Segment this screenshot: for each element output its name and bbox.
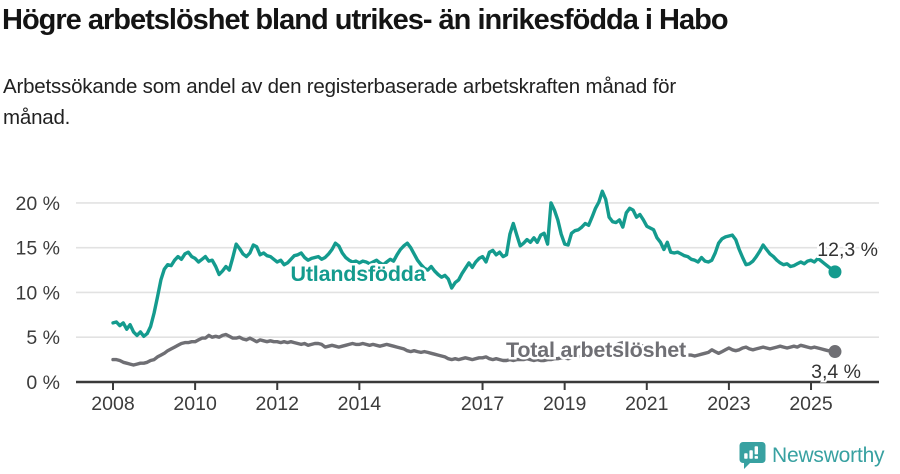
newsworthy-logo: Newsworthy (739, 441, 885, 470)
x-tick-label: 2012 (256, 393, 299, 415)
newsworthy-logo-icon (739, 442, 766, 469)
y-tick-label: 20 % (16, 193, 60, 215)
x-tick-label: 2023 (707, 393, 750, 415)
chart-subtitle-line1: Arbetssökande som andel av den registerb… (3, 75, 676, 98)
chart-subtitle: Arbetssökande som andel av den registerb… (3, 72, 863, 134)
page-title: Högre arbetslöshet bland utrikes- än inr… (2, 4, 729, 36)
x-tick-label: 2017 (461, 393, 504, 415)
series-line-total-arbetsl-shet (111, 332, 837, 367)
y-tick-label: 0 % (26, 372, 60, 394)
series-end-dot (828, 345, 842, 359)
x-tick-label: 2008 (91, 393, 134, 415)
y-tick-label: 15 % (16, 238, 60, 260)
series-line-utlandsf-dda (111, 189, 837, 338)
series-end-dot (828, 265, 842, 279)
y-tick-label: 5 % (26, 327, 60, 349)
x-tick-label: 2019 (543, 393, 586, 415)
series-label: Total arbetslöshet (506, 338, 686, 362)
x-tick-label: 2021 (625, 393, 668, 415)
series-label: Utlandsfödda (291, 262, 427, 286)
series-end-value-label: 3,4 % (811, 361, 861, 383)
x-tick-label: 2025 (789, 393, 833, 415)
x-tick-label: 2010 (173, 393, 217, 415)
x-tick-label: 2014 (338, 393, 382, 415)
chart-subtitle-line2: månad. (3, 105, 71, 129)
y-tick-label: 10 % (16, 282, 60, 304)
series-end-value-label: 12,3 % (817, 239, 878, 261)
newsworthy-logo-text: Newsworthy (772, 443, 885, 467)
